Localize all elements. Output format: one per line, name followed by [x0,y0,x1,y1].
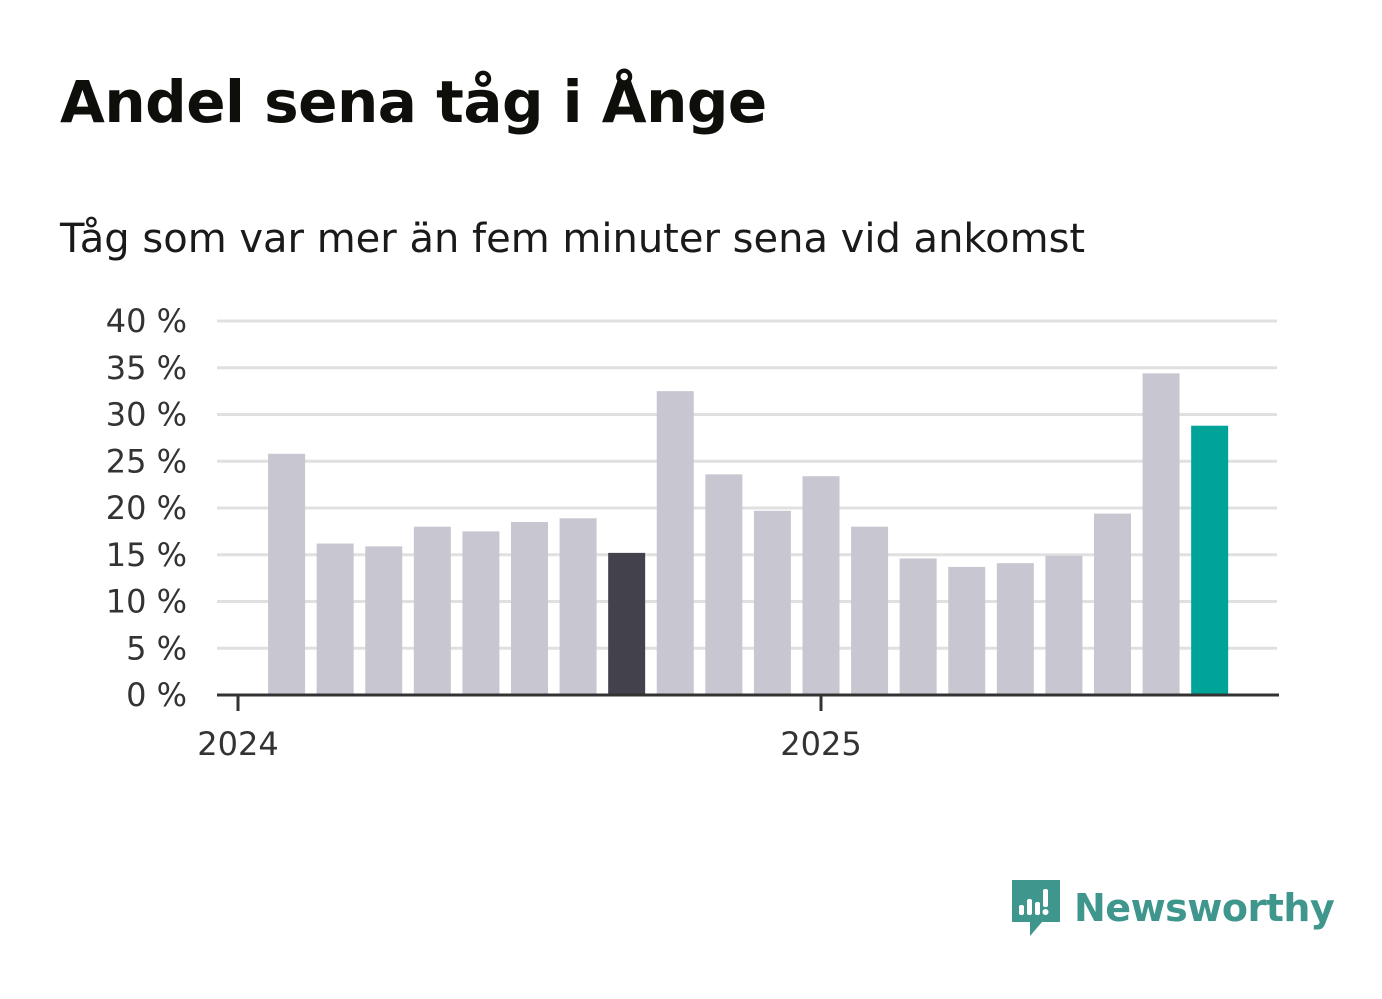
bar [656,391,694,695]
bar [365,546,403,695]
bar [413,526,451,695]
x-axis-ticks: 2024 2025 [197,695,862,763]
bar [510,522,548,695]
y-axis-tick-labels: 0 % 5 % 10 % 15 % 20 % 25 % 30 % 35 % 40 % [106,302,187,714]
newsworthy-logo: Newsworthy [1010,878,1335,938]
y-tick-label: 5 % [126,629,187,667]
bar [268,453,306,695]
bar [559,518,597,695]
bar [1093,513,1131,695]
bar [753,510,791,695]
x-tick-label: 2024 [197,725,278,763]
gridlines [217,319,1277,650]
bar [608,552,646,695]
bar [462,531,500,695]
y-tick-label: 15 % [106,536,187,574]
newsworthy-logo-text: Newsworthy [1074,886,1335,930]
y-tick-label: 30 % [106,396,187,434]
y-tick-label: 35 % [106,349,187,387]
y-tick-label: 40 % [106,302,187,340]
bar [1191,425,1229,695]
chart-subtitle: Tåg som var mer än fem minuter sena vid … [60,216,1086,262]
bars [268,373,1229,695]
bar [996,563,1034,695]
chart-title: Andel sena tåg i Ånge [60,68,767,136]
x-tick-label: 2025 [780,725,861,763]
bar [899,558,937,695]
y-tick-label: 25 % [106,442,187,480]
bar [1142,373,1180,695]
bar [705,474,743,695]
bar [851,526,889,695]
bar [1045,555,1083,695]
bar [948,566,986,695]
y-tick-label: 10 % [106,583,187,621]
bar [802,476,840,695]
newsworthy-logo-icon [1012,880,1060,936]
y-tick-label: 20 % [106,489,187,527]
y-tick-label: 0 % [126,676,187,714]
bar [316,543,354,695]
